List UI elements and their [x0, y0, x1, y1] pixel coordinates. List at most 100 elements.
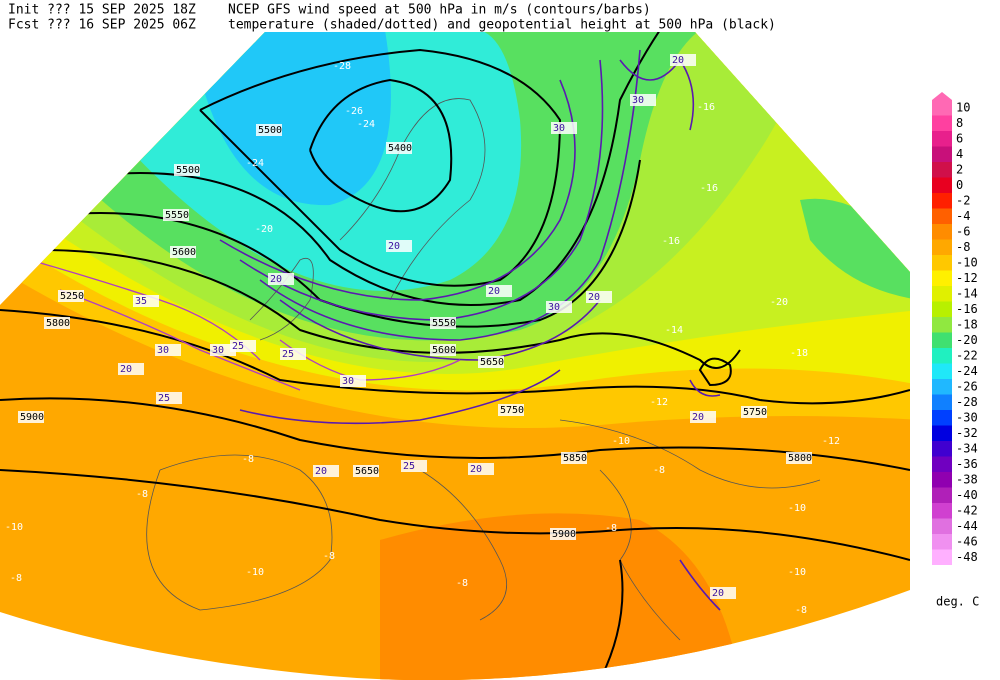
temperature-label: -16 [662, 236, 680, 247]
colorbar-label: -14 [956, 287, 978, 301]
height-label: 5900 [552, 529, 576, 540]
label-box [156, 392, 182, 404]
temperature-label: -14 [665, 325, 683, 336]
temperature-label: -26 [345, 106, 363, 117]
label-box [561, 452, 587, 464]
temperature-label: -16 [700, 183, 718, 194]
colorbar-label: -10 [956, 256, 978, 270]
colorbar-label: -8 [956, 240, 970, 254]
colorbar-swatch [932, 534, 952, 550]
colorbar-label: -30 [956, 411, 978, 425]
colorbar-label: -12 [956, 271, 978, 285]
colorbar-label: -42 [956, 504, 978, 518]
height-label: 5850 [563, 453, 587, 464]
wind-contours [219, 49, 721, 611]
temperature-label: -12 [822, 436, 840, 447]
colorbar-label: 10 [956, 101, 970, 115]
wind-label: 30 [157, 345, 169, 356]
wind-label: 30 [342, 376, 354, 387]
colorbar-swatch [932, 394, 952, 410]
temperature-label: -8 [795, 605, 807, 616]
wind-label: 25 [282, 349, 294, 360]
height-label: 5550 [165, 210, 189, 221]
height-label: 5550 [432, 318, 456, 329]
wind-label: 35 [135, 296, 147, 307]
height-label: 5500 [258, 125, 282, 136]
temperature-label: -28 [333, 61, 351, 72]
label-box [401, 460, 427, 472]
init-description: NCEP GFS wind speed at 500 hPa in m/s (c… [228, 3, 651, 18]
label-box [630, 94, 656, 106]
label-box [340, 375, 366, 387]
colorbar-swatch [932, 131, 952, 147]
label-box [478, 356, 504, 368]
colorbar-label: -40 [956, 488, 978, 502]
colorbar-swatch [932, 239, 952, 255]
colorbar-swatch [932, 472, 952, 488]
label-box [546, 301, 572, 313]
colorbar-swatch [932, 301, 952, 317]
wind-label: 20 [588, 292, 600, 303]
forecast-time: Fcst ??? 16 SEP 2025 06Z [8, 18, 196, 33]
colorbar-swatch [932, 348, 952, 364]
height-label: 5600 [432, 345, 456, 356]
colorbar-swatch [932, 332, 952, 348]
temperature-label: -20 [255, 224, 273, 235]
temperature-label: -16 [697, 102, 715, 113]
colorbar-swatch [932, 441, 952, 457]
label-box [550, 528, 576, 540]
label-box [551, 122, 577, 134]
colorbar-label: 6 [956, 132, 963, 146]
label-box [170, 246, 196, 258]
label-box [18, 411, 44, 423]
colorbar-swatch [932, 518, 952, 534]
colorbar-label: -46 [956, 535, 978, 549]
height-label: 5800 [788, 453, 812, 464]
wind-label: 20 [270, 274, 282, 285]
temperature-label: -10 [612, 436, 630, 447]
contour-labels: 5500 5400 5500 5550 5600 5250 5800 5900 5550 5600… [5, 54, 840, 616]
label-box [280, 348, 306, 360]
temperature-label: -8 [323, 551, 335, 562]
colorbar-label: -32 [956, 426, 978, 440]
colorbar-label: -2 [956, 194, 970, 208]
label-box [690, 411, 716, 423]
wind-label: 20 [120, 364, 132, 375]
colorbar-label: 4 [956, 147, 963, 161]
temperature-label: -10 [788, 567, 806, 578]
wind-label: 20 [488, 286, 500, 297]
colorbar-label: -28 [956, 395, 978, 409]
forecast-description: temperature (shaded/dotted) and geopoten… [228, 18, 776, 33]
wind-label: 20 [388, 241, 400, 252]
colorbar-label: -26 [956, 380, 978, 394]
wind-label: 25 [232, 341, 244, 352]
colorbar-label: -34 [956, 442, 978, 456]
colorbar-label: -16 [956, 302, 978, 316]
label-box [133, 295, 159, 307]
colorbar-swatch [932, 410, 952, 426]
colorbar-swatch [932, 177, 952, 193]
height-label: 5250 [60, 291, 84, 302]
temperature-label: -10 [5, 522, 23, 533]
label-box [353, 465, 379, 477]
label-box [155, 344, 181, 356]
label-box [586, 291, 612, 303]
colorbar-label: -4 [956, 209, 970, 223]
colorbar-swatch [932, 146, 952, 162]
colorbar-label: -38 [956, 473, 978, 487]
colorbar-swatch [932, 456, 952, 472]
temperature-label: -8 [653, 465, 665, 476]
label-box [386, 142, 412, 154]
wind-label: 20 [692, 412, 704, 423]
colorbar-swatch [932, 503, 952, 519]
label-box [498, 404, 524, 416]
temperature-band [190, 32, 391, 206]
colorbar-label: -20 [956, 333, 978, 347]
colorbar-swatch [932, 100, 952, 116]
label-box [58, 290, 84, 302]
colorbar-swatch [932, 317, 952, 333]
temperature-band [800, 198, 910, 300]
label-box [786, 452, 812, 464]
wind-label: 20 [672, 55, 684, 66]
